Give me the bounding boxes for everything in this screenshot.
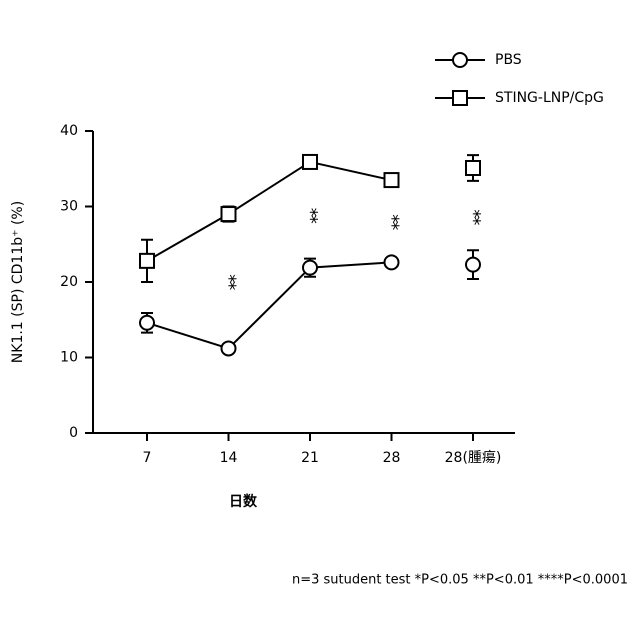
y-tick-label: 10 <box>60 350 78 366</box>
note: n=3 sutudent test *P<0.05 **P<0.01 ****P… <box>292 573 628 588</box>
data-point <box>140 316 154 330</box>
legend-marker <box>453 91 467 105</box>
series-line <box>229 268 311 349</box>
significance: ** <box>300 208 321 224</box>
data-point <box>385 173 399 187</box>
series-line <box>310 162 392 180</box>
data-point <box>303 261 317 275</box>
data-point <box>385 255 399 269</box>
series-line <box>310 262 392 267</box>
y-tick-label: 30 <box>60 199 78 215</box>
y-tick-label: 0 <box>69 425 78 441</box>
data-point <box>222 341 236 355</box>
chart: NK1.1 (SP) CD11b⁺ (%) 日数 n=3 sutudent te… <box>0 0 640 640</box>
series-line <box>147 214 229 261</box>
significance: ** <box>219 274 240 290</box>
legend-label: PBS <box>495 52 522 68</box>
y-axis-label: NK1.1 (SP) CD11b⁺ (%) <box>10 201 26 363</box>
x-tick-label: 7 <box>143 450 152 466</box>
y-tick-label: 20 <box>60 274 78 290</box>
data-point <box>303 155 317 169</box>
x-tick-label: 14 <box>220 450 238 466</box>
significance: ** <box>382 214 403 230</box>
x-tick-label: 21 <box>301 450 319 466</box>
x-tick-label: 28(腫瘍) <box>445 449 502 466</box>
x-tick-label: 28 <box>383 450 401 466</box>
data-point <box>466 258 480 272</box>
series-line <box>147 323 229 349</box>
significance: ** <box>463 209 484 225</box>
data-point <box>222 207 236 221</box>
x-axis-label: 日数 <box>229 493 258 510</box>
data-point <box>140 254 154 268</box>
legend-label: STING-LNP/CpG <box>495 90 604 106</box>
series-line <box>229 162 311 214</box>
legend-marker <box>453 53 467 67</box>
data-point <box>466 161 480 175</box>
y-tick-label: 40 <box>60 123 78 139</box>
